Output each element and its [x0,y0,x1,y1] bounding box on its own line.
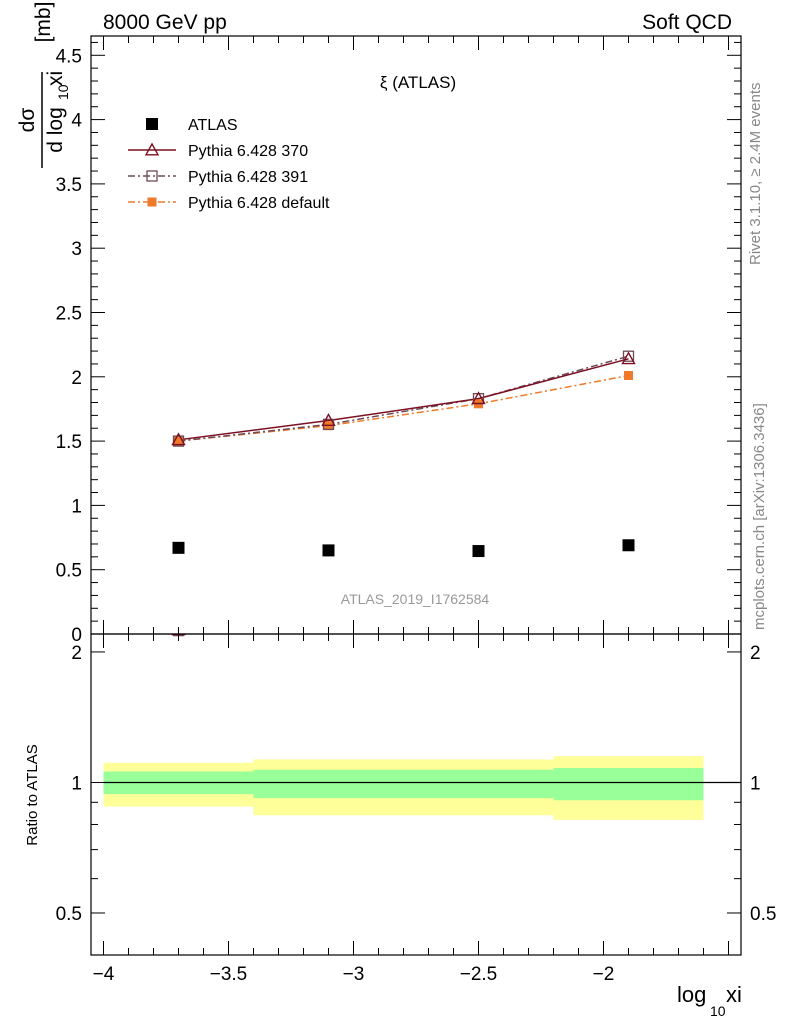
x-tick-label: −3 [343,964,365,985]
legend-marker [144,142,160,156]
data-point [471,391,486,405]
data-point [624,371,633,381]
y-label-variable: xi [44,71,67,86]
data-point [322,544,335,557]
rivet-version-label: Rivet 3.1.10, ≥ 2.4M events [747,83,764,266]
plot-title: ξ (ATLAS) [380,73,456,92]
legend-entry: Pythia 6.428 default [188,195,330,212]
ratio-data-point [324,604,334,614]
mcplots-reference-label: mcplots.cern.ch [arXiv:1306.3436] [751,403,768,630]
y-tick-label: 4 [71,111,82,132]
ratio-data-point [625,577,633,585]
header-category-label: Soft QCD [642,11,732,34]
y-tick-label: 3 [71,239,82,260]
ratio-plot-ticks [91,634,741,955]
y-label-subscript: 10 [55,84,71,100]
ratio-data-point [325,607,333,615]
x-tick-labels: −4 −3.5 −3 −2.5 −2 [93,964,615,985]
y-label-numerator: dσ [16,108,39,133]
y-label-unit: [mb] [32,2,55,43]
data-point [622,539,635,552]
x-tick-label: −2.5 [460,964,498,985]
data-point [622,350,635,362]
ratio-y-tick-label-left: 2 [71,643,82,664]
main-plot-series [171,350,636,558]
ratio-data-point [623,563,635,574]
y-tick-label: 1 [71,496,82,517]
inner-uncertainty-band [253,769,404,799]
main-y-axis-label: dσ d log 10 xi [mb] [16,2,71,168]
legend-entry: ATLAS [188,117,238,134]
legend-marker [146,170,158,182]
ratio-y-tick-label-left: 1 [71,773,82,794]
data-point [172,541,185,554]
ratio-y-tick-label-left: 0.5 [56,904,82,925]
y-tick-label: 3.5 [56,175,82,196]
x-label-main: log [677,982,706,1007]
ratio-y-tick-label-right: 2 [750,643,761,664]
main-plot-y-tick-labels: 0 0.5 1 1.5 2 2.5 3 3.5 4 4.5 [56,46,83,646]
y-tick-label: 0 [71,625,82,646]
y-tick-label: 4.5 [56,46,82,67]
y-tick-label: 1.5 [56,432,82,453]
y-label-denominator: d log [44,107,67,153]
y-tick-label: 2 [71,368,82,389]
legend-entry: Pythia 6.428 391 [188,169,308,186]
data-point [171,432,186,446]
legend: ATLAS Pythia 6.428 370 Pythia 6.428 391 Pyt… [128,117,330,212]
ratio-data-point [474,581,484,591]
ratio-y-tick-label-right: 1 [750,773,761,794]
ratio-y-tick-label-right: 0.5 [750,904,776,925]
x-axis-label: log 10 xi [677,982,742,1019]
series-line [178,358,629,441]
x-label-subscript: 10 [710,1003,726,1019]
legend-marker [146,118,158,130]
ratio-data-point [473,580,485,591]
legend-marker [147,197,157,207]
data-point [321,413,336,427]
main-plot-panel: 0 0.5 1 1.5 2 2.5 3 3.5 4 4.5 ξ (ATLAS) ATLAS_201… [16,2,742,646]
ratio-uncertainty-bands [103,756,741,820]
data-point [621,351,636,365]
legend-entry: Pythia 6.428 370 [188,143,308,160]
y-tick-label: 2.5 [56,303,82,324]
header-energy-label: 8000 GeV pp [103,11,227,34]
x-tick-label: −2 [593,964,615,985]
data-point [172,435,185,447]
data-point [472,545,485,558]
inner-uncertainty-band [403,769,554,799]
inner-uncertainty-band [553,767,704,801]
series-line [178,355,629,442]
ratio-data-point [624,563,634,573]
x-tick-label: −3.5 [210,964,248,985]
ratio-plot-frame [90,633,742,956]
main-plot-ticks [91,36,741,635]
analysis-watermark: ATLAS_2019_I1762584 [341,591,490,607]
ratio-y-axis-label: Ratio to ATLAS [24,744,41,845]
ratio-data-point [323,600,335,611]
ratio-plot-panel: 0.5 0.5 1 1 2 2 −4 −3.5 −3 −2.5 −2 Ratio to ATLAS… [24,563,777,1019]
x-tick-label: −4 [93,964,115,985]
y-tick-label: 0.5 [56,561,82,582]
ratio-plot-y-tick-labels: 0.5 0.5 1 1 2 2 [56,643,777,925]
x-label-variable: xi [726,982,742,1007]
